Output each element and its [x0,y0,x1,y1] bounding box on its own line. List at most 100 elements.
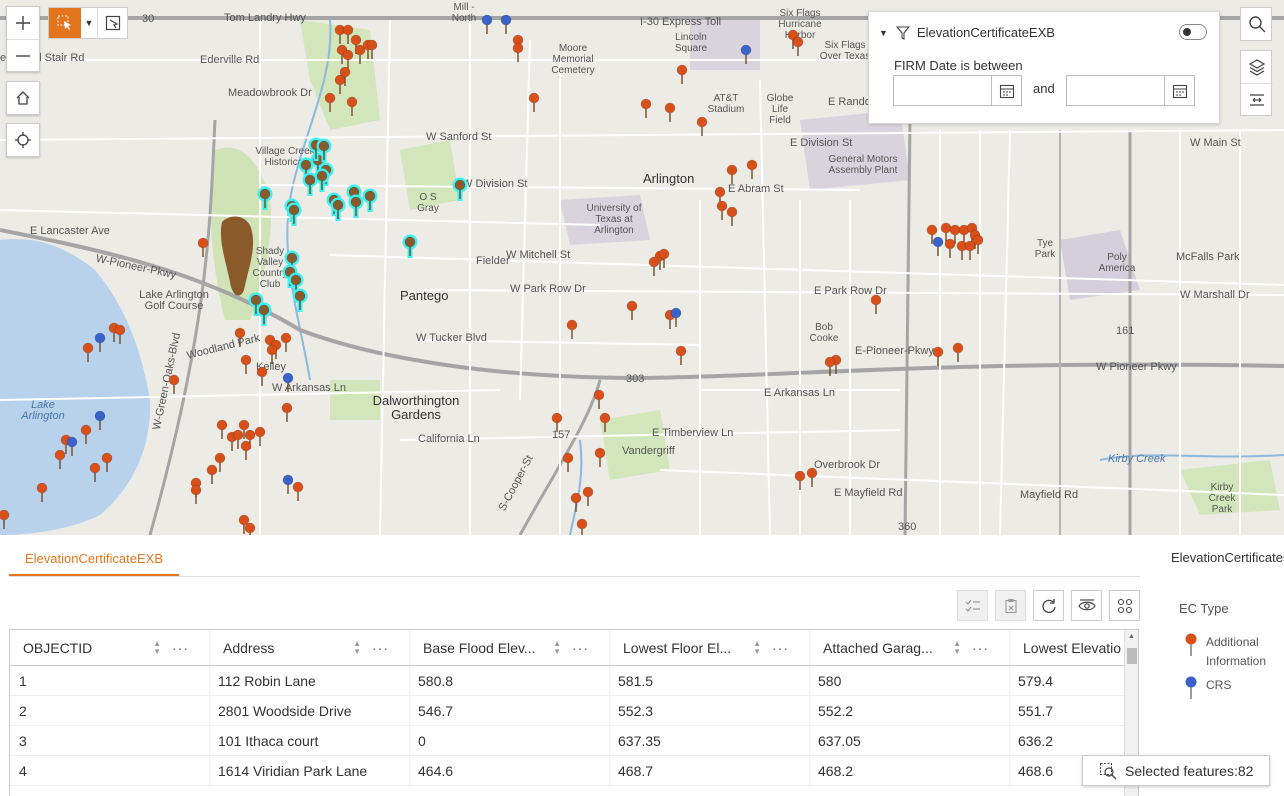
select-by-extent-button[interactable] [97,8,127,38]
additional-info-pin[interactable] [512,42,524,62]
selected-feature-pin[interactable] [402,234,418,259]
additional-info-pin[interactable] [794,470,806,490]
selected-feature-pin[interactable] [452,177,468,202]
additional-info-pin[interactable] [101,452,113,472]
selected-feature-pin[interactable] [316,138,332,163]
select-tool-button[interactable] [49,8,81,38]
additional-info-pin[interactable] [952,342,964,362]
zoom-in-button[interactable] [7,7,39,39]
crs-pin[interactable] [932,236,944,256]
sort-arrows-icon[interactable]: ▲ ▼ [553,639,561,656]
home-button[interactable] [7,82,39,114]
additional-info-pin[interactable] [238,514,250,534]
additional-info-pin[interactable] [824,356,836,376]
additional-info-pin[interactable] [339,66,351,86]
additional-info-pin[interactable] [570,492,582,512]
show-hide-columns-button[interactable] [1071,590,1102,621]
start-date-picker[interactable] [991,76,1021,105]
search-button[interactable] [1241,8,1273,40]
additional-info-pin[interactable] [232,429,244,449]
additional-info-pin[interactable] [599,412,611,432]
column-header[interactable]: OBJECTID ▲ ▼ ··· [10,630,210,665]
additional-info-pin[interactable] [334,74,346,94]
tab-elevation-certificate[interactable]: ElevationCertificateEXB [9,543,180,576]
crs-pin[interactable] [500,14,512,34]
additional-info-pin[interactable] [593,389,605,409]
filter-toggle[interactable] [1179,24,1207,40]
additional-info-pin[interactable] [89,462,101,482]
clustered-pins[interactable] [220,216,254,296]
additional-info-pin[interactable] [551,412,563,432]
additional-info-pin[interactable] [640,98,652,118]
additional-info-pin[interactable] [696,116,708,136]
additional-info-pin[interactable] [664,102,676,122]
selected-feature-pin[interactable] [302,172,318,197]
end-date-value[interactable] [1067,76,1164,105]
selected-feature-pin[interactable] [348,194,364,219]
additional-info-pin[interactable] [206,464,218,484]
map-view[interactable]: Tom Landry Hwy I-30 Express Toll Edervil… [0,0,1284,535]
additional-info-pin[interactable] [168,374,180,394]
column-menu-icon[interactable]: ··· [772,640,789,656]
end-date-input[interactable] [1066,75,1195,106]
additional-info-pin[interactable] [949,224,961,244]
collapse-caret-icon[interactable]: ▼ [879,27,888,38]
crs-pin[interactable] [94,410,106,430]
selected-features-badge[interactable]: Selected features:82 [1082,755,1270,786]
additional-info-pin[interactable] [675,345,687,365]
refresh-button[interactable] [1033,590,1064,621]
scroll-up-icon[interactable]: ▲ [1128,633,1135,640]
additional-info-pin[interactable] [266,344,278,364]
additional-info-pin[interactable] [197,237,209,257]
filter-header[interactable]: ▼ ElevationCertificateEXB [879,25,1055,40]
column-header[interactable]: Attached Garag... ▲ ▼ ··· [810,630,1010,665]
additional-info-pin[interactable] [342,24,354,44]
show-selection-button[interactable] [957,590,988,621]
additional-info-pin[interactable] [594,447,606,467]
additional-info-pin[interactable] [870,294,882,314]
crs-pin[interactable] [282,372,294,392]
column-header[interactable]: Lowest Floor El... ▲ ▼ ··· [610,630,810,665]
table-row[interactable]: 2 2801 Woodside Drive 546.7 552.3 552.2 … [10,696,1138,726]
additional-info-pin[interactable] [354,44,366,64]
crs-pin[interactable] [282,474,294,494]
additional-info-pin[interactable] [280,332,292,352]
column-header[interactable]: Address ▲ ▼ ··· [210,630,410,665]
additional-info-pin[interactable] [932,346,944,366]
selected-feature-pin[interactable] [286,202,302,227]
additional-info-pin[interactable] [792,36,804,56]
column-header[interactable]: Base Flood Elev... ▲ ▼ ··· [410,630,610,665]
additional-info-pin[interactable] [254,426,266,446]
additional-info-pin[interactable] [806,467,818,487]
column-menu-icon[interactable]: ··· [572,640,589,656]
additional-info-pin[interactable] [972,234,984,254]
additional-info-pin[interactable] [342,49,354,69]
zoom-out-button[interactable] [7,39,39,71]
additional-info-pin[interactable] [346,96,358,116]
additional-info-pin[interactable] [648,256,660,276]
additional-info-pin[interactable] [214,452,226,472]
additional-info-pin[interactable] [528,92,540,112]
additional-info-pin[interactable] [787,29,799,49]
additional-info-pin[interactable] [944,238,956,258]
select-tool-dropdown[interactable]: ▼ [81,8,97,38]
table-row[interactable]: 1 112 Robin Lane 580.8 581.5 580 579.4 [10,666,1138,696]
sort-arrows-icon[interactable]: ▲ ▼ [153,639,161,656]
table-row[interactable]: 3 101 Ithaca court 0 637.35 637.05 636.2 [10,726,1138,756]
additional-info-pin[interactable] [240,354,252,374]
additional-info-pin[interactable] [244,522,256,535]
additional-info-pin[interactable] [281,402,293,422]
additional-info-pin[interactable] [366,39,378,59]
selected-feature-pin[interactable] [256,302,272,327]
more-options-button[interactable] [1109,590,1140,621]
additional-info-pin[interactable] [940,222,952,242]
scrollbar-thumb[interactable] [1127,648,1137,664]
crs-pin[interactable] [94,332,106,352]
selected-feature-pin[interactable] [292,288,308,313]
sort-arrows-icon[interactable]: ▲ ▼ [953,639,961,656]
additional-info-pin[interactable] [726,164,738,184]
additional-info-pin[interactable] [956,240,968,260]
additional-info-pin[interactable] [36,482,48,502]
additional-info-pin[interactable] [256,366,268,386]
clear-selection-button[interactable] [995,590,1026,621]
